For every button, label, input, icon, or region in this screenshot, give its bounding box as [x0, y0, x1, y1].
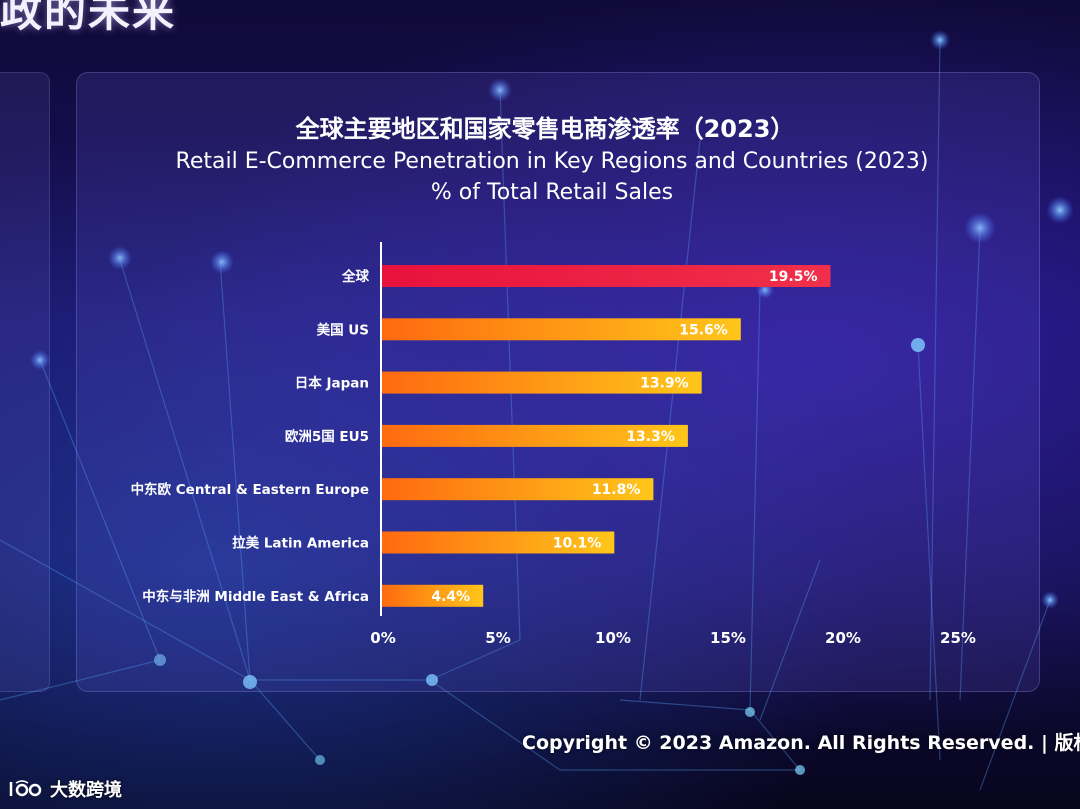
chart-subtitle: Retail E-Commerce Penetration in Key Reg… [176, 149, 929, 174]
x-tick-label-0: 0% [370, 629, 395, 647]
value-label-5: 10.1% [553, 536, 602, 552]
category-label-6: 中东与非洲 Middle East & Africa [142, 588, 369, 605]
value-label-3: 13.3% [626, 429, 675, 445]
copyright-notice: Copyright © 2023 Amazon. All Rights Rese… [522, 732, 1080, 754]
bar-5 [382, 531, 615, 554]
bars-group: 全球 19.5% 美国 US 15.6% 日本 Japan 13.9% 欧洲5国 EU5 13… [131, 265, 831, 607]
bar-4 [382, 478, 654, 501]
x-tick-label-2: 10% [595, 629, 631, 647]
chart-unit-subtitle: % of Total Retail Sales [431, 180, 673, 205]
chart-title: 全球主要地区和国家零售电商渗透率（2023） [295, 115, 795, 143]
value-label-1: 15.6% [679, 322, 728, 338]
value-label-6: 4.4% [431, 589, 470, 605]
category-label-1: 美国 US [317, 321, 369, 338]
x-tick-label-4: 20% [825, 629, 861, 647]
category-label-4: 中东欧 Central & Eastern Europe [131, 481, 369, 498]
bar-1 [382, 318, 741, 341]
slide-heading-fragment: 政的未来 [0, 0, 177, 36]
bar-3 [382, 424, 688, 447]
x-tick-label-5: 25% [940, 629, 976, 647]
category-label-0: 全球 [341, 268, 369, 285]
x-tick-label-1: 5% [485, 629, 510, 647]
watermark-logo-icon [9, 780, 42, 797]
value-label-2: 13.9% [640, 376, 689, 392]
category-label-3: 欧洲5国 EU5 [285, 428, 369, 445]
category-label-5: 拉美 Latin America [232, 535, 369, 552]
watermark-text: 大数跨境 [50, 780, 122, 801]
x-tick-label-3: 15% [710, 629, 746, 647]
category-label-2: 日本 Japan [295, 375, 369, 392]
watermark: 大数跨境 [8, 776, 122, 802]
bar-6 [382, 584, 484, 607]
value-label-4: 11.8% [592, 482, 641, 498]
left-side-panel [0, 72, 50, 692]
bar-2 [382, 371, 702, 394]
value-label-0: 19.5% [769, 269, 818, 285]
x-axis-ticks: 0% 5% 10% 15% 20% 25% [370, 629, 976, 647]
bar-0 [382, 265, 831, 287]
